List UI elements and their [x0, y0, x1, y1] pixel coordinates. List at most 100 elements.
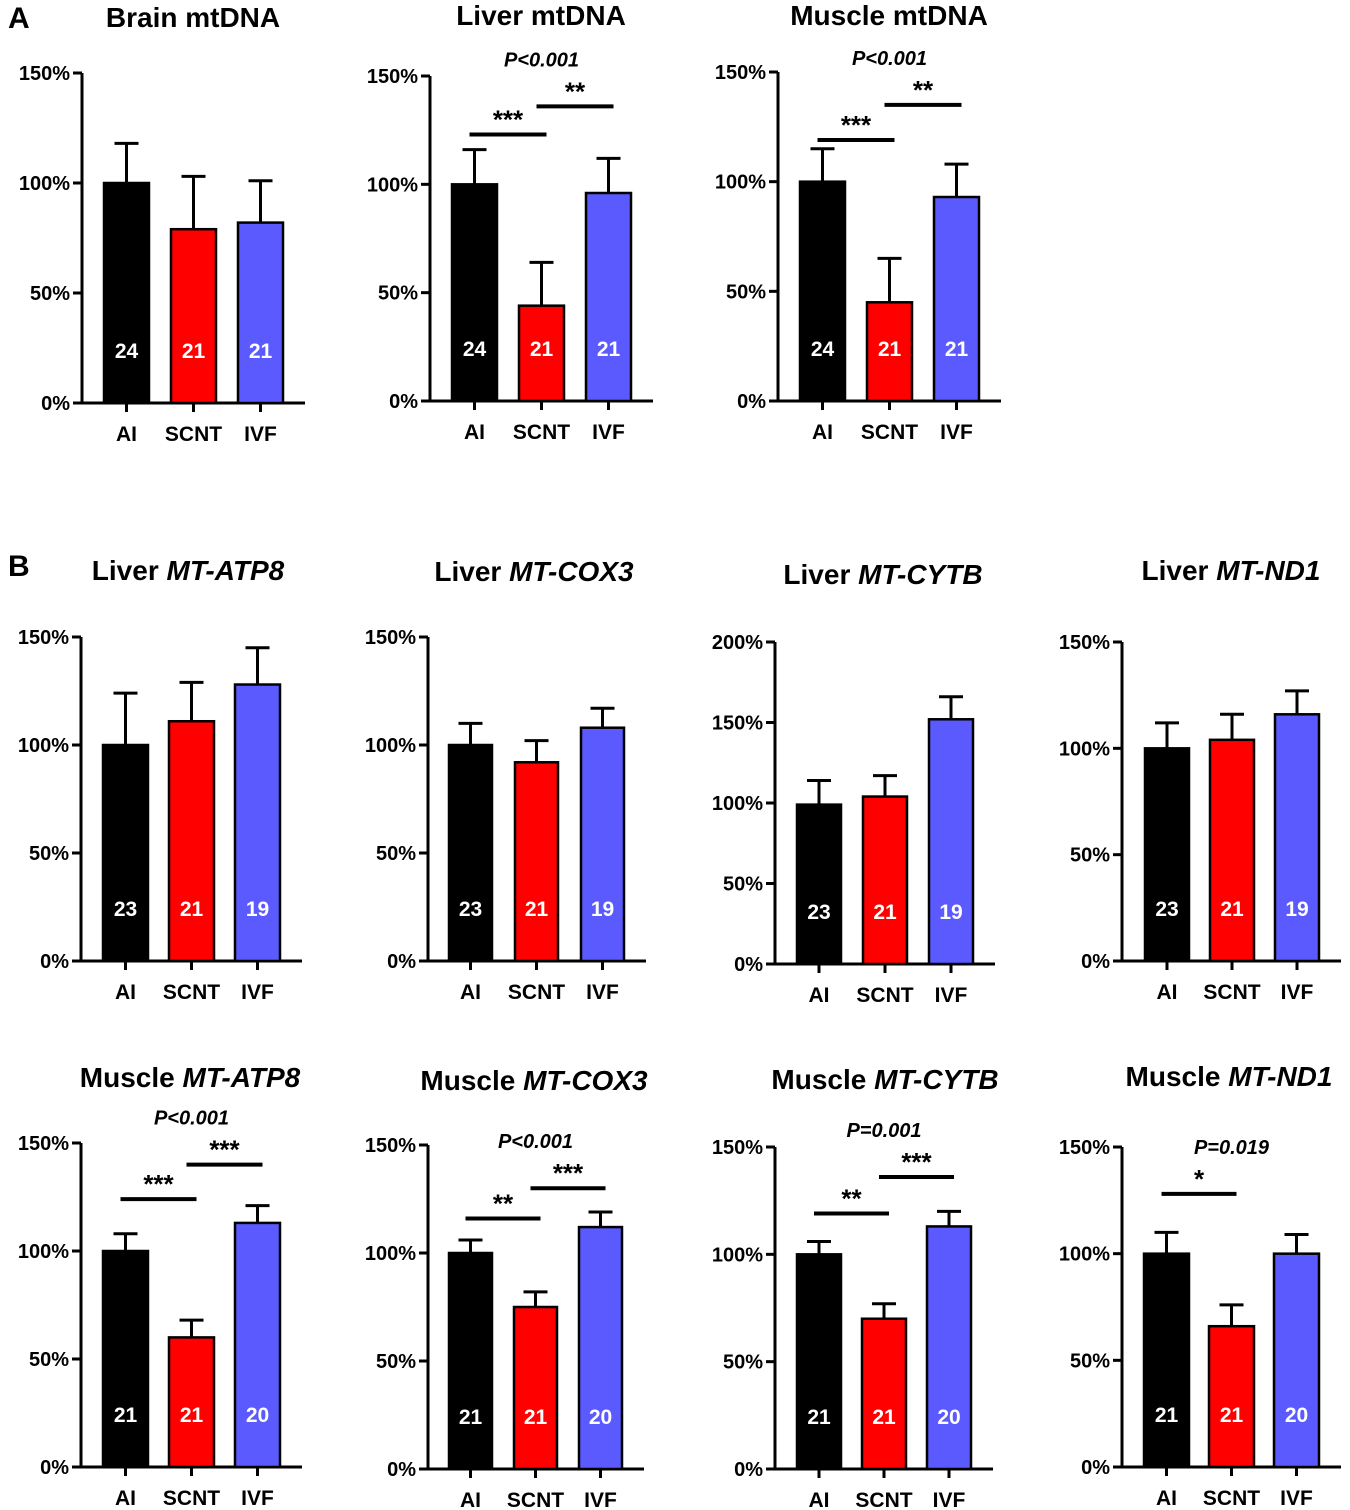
- sample-size-label: 24: [115, 340, 139, 363]
- sample-size-label: 19: [939, 901, 962, 924]
- chart-title: Liver MT-ATP8: [92, 555, 285, 586]
- chart-title-gene: MT-CYTB: [858, 559, 982, 590]
- chart-liver-mt-cytb: Liver MT-CYTB 0% 50% 100% 150% 200% AI 23 SCNT 21…: [712, 559, 995, 1007]
- significance-stars: ***: [841, 110, 872, 140]
- y-tick-label: 150%: [712, 713, 763, 735]
- y-tick-label: 0%: [737, 391, 766, 413]
- x-tick-label: AI: [116, 423, 137, 446]
- bar-ai: [447, 1251, 494, 1471]
- significance-stars: *: [1194, 1164, 1205, 1194]
- p-value-label: P<0.001: [154, 1108, 229, 1130]
- sample-size-label: 19: [1285, 898, 1308, 921]
- bar-scnt: [860, 1317, 908, 1471]
- sample-size-label: 21: [945, 338, 969, 361]
- chart-title-gene: MT-ND1: [1216, 555, 1320, 586]
- significance-stars: **: [913, 75, 934, 105]
- sample-size-label: 21: [878, 338, 902, 361]
- x-tick-label: SCNT: [861, 421, 918, 444]
- sample-size-label: 21: [114, 1404, 138, 1427]
- bar-ivf: [577, 1225, 624, 1471]
- chart-title-tissue: Liver: [92, 555, 167, 586]
- bar-ivf: [579, 726, 626, 963]
- chart-muscle-mt-nd1: Muscle MT-ND1 0% 50% 100% 150% AI 21 SCNT 21 IVF 2…: [1059, 1061, 1341, 1510]
- x-tick-label: IVF: [244, 423, 277, 446]
- chart-title-gene: MT-ATP8: [183, 1062, 301, 1093]
- p-value-label: P<0.001: [504, 49, 579, 71]
- y-tick-label: 150%: [18, 627, 69, 649]
- y-tick-label: 150%: [712, 1137, 763, 1159]
- x-tick-label: SCNT: [1203, 1487, 1260, 1510]
- significance-stars: ***: [143, 1169, 174, 1199]
- sample-size-label: 21: [182, 340, 206, 363]
- chart-liver-mt-nd1: Liver MT-ND1 0% 50% 100% 150% AI 23 SCNT 21 IVF 19: [1059, 555, 1341, 1004]
- sample-size-label: 21: [249, 340, 273, 363]
- x-tick-label: IVF: [584, 1489, 617, 1510]
- sample-size-label: 21: [524, 1406, 548, 1429]
- x-tick-label: AI: [115, 981, 136, 1004]
- sample-size-label: 21: [530, 338, 554, 361]
- y-tick-label: 150%: [367, 66, 418, 88]
- bar-scnt: [167, 719, 216, 963]
- y-tick-label: 150%: [365, 1135, 416, 1157]
- significance-stars: **: [841, 1184, 862, 1214]
- y-tick-label: 100%: [18, 735, 69, 757]
- x-tick-label: IVF: [1281, 981, 1314, 1004]
- sample-size-label: 23: [114, 898, 137, 921]
- x-tick-label: AI: [809, 984, 830, 1007]
- x-tick-label: SCNT: [513, 421, 570, 444]
- bar-scnt: [512, 1305, 559, 1471]
- panel-label-b: B: [8, 550, 30, 583]
- x-tick-label: IVF: [241, 1487, 274, 1510]
- x-tick-label: SCNT: [163, 1487, 220, 1510]
- y-tick-label: 50%: [378, 283, 418, 305]
- x-tick-label: AI: [464, 421, 485, 444]
- chart-title-tissue: Muscle: [1126, 1061, 1229, 1092]
- y-tick-label: 150%: [1059, 1137, 1110, 1159]
- bar-scnt: [1208, 738, 1256, 963]
- y-tick-label: 0%: [387, 951, 416, 973]
- y-tick-label: 100%: [365, 1243, 416, 1265]
- chart-title: Liver mtDNA: [456, 0, 626, 31]
- y-tick-label: 0%: [40, 1457, 69, 1479]
- x-tick-label: IVF: [592, 421, 625, 444]
- bar-ai: [795, 1253, 843, 1471]
- y-tick-label: 0%: [734, 1459, 763, 1481]
- x-tick-label: AI: [1157, 981, 1178, 1004]
- bar-ai: [101, 743, 150, 963]
- sample-size-label: 19: [246, 898, 269, 921]
- sample-size-label: 24: [463, 338, 487, 361]
- significance-stars: **: [493, 1188, 514, 1218]
- y-tick-label: 100%: [1059, 738, 1110, 760]
- chart-title-tissue: Muscle: [80, 1062, 183, 1093]
- significance-stars: ***: [901, 1147, 932, 1177]
- bar-ai: [101, 1249, 150, 1469]
- y-tick-label: 0%: [387, 1459, 416, 1481]
- y-tick-label: 200%: [712, 632, 763, 654]
- y-tick-label: 0%: [40, 951, 69, 973]
- sample-size-label: 21: [459, 1406, 483, 1429]
- chart-title: Muscle mtDNA: [790, 0, 988, 31]
- significance-stars: **: [565, 76, 586, 106]
- chart-muscle-mt-cox3: Muscle MT-COX3 0% 50% 100% 150% AI 21 SCNT 21 IVF…: [365, 1065, 648, 1510]
- x-tick-label: SCNT: [1203, 981, 1260, 1004]
- sample-size-label: 23: [807, 901, 830, 924]
- panel-label-a: A: [8, 2, 30, 35]
- bar-ivf: [584, 191, 633, 403]
- chart-muscle-mt-cytb: Muscle MT-CYTB 0% 50% 100% 150% AI 21 SCNT 21 IVF…: [712, 1064, 999, 1510]
- bar-scnt: [169, 227, 218, 405]
- bar-scnt: [865, 301, 914, 403]
- significance-stars: ***: [209, 1135, 240, 1165]
- y-tick-label: 50%: [30, 283, 70, 305]
- y-tick-label: 150%: [365, 627, 416, 649]
- x-tick-label: IVF: [935, 984, 968, 1007]
- chart-title-tissue: Muscle: [790, 0, 893, 31]
- sample-size-label: 21: [180, 1404, 204, 1427]
- bar-ai: [102, 181, 151, 405]
- y-tick-label: 50%: [1070, 845, 1110, 867]
- y-tick-label: 150%: [18, 1133, 69, 1155]
- chart-title-tissue: Liver: [456, 0, 531, 31]
- chart-muscle-mt-atp8: Muscle MT-ATP8 0% 50% 100% 150% AI 21 SCNT 21 IVF…: [18, 1062, 302, 1510]
- chart-liver-mt-atp8: Liver MT-ATP8 0% 50% 100% 150% AI 23 SCNT 21 IVF 1…: [18, 555, 302, 1004]
- bar-scnt: [861, 795, 909, 966]
